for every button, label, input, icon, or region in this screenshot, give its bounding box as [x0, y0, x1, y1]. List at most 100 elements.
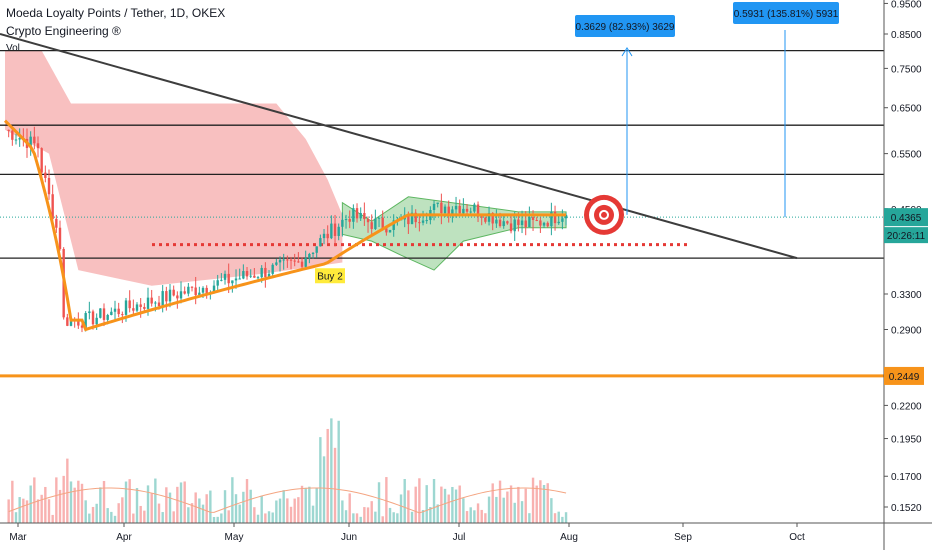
- volume-bar: [62, 475, 65, 523]
- candle-body: [454, 205, 458, 210]
- volume-bar: [102, 480, 106, 523]
- volume-bar: [553, 513, 557, 523]
- volume-bar: [528, 513, 531, 523]
- candle-body: [216, 280, 219, 286]
- candle-body: [172, 289, 175, 296]
- chart-title: Moeda Loyalty Points / Tether, 1D, OKEX: [6, 6, 226, 20]
- volume-bar: [359, 516, 362, 523]
- candle-body: [190, 286, 194, 288]
- volume-bar: [513, 502, 516, 523]
- candle-body: [436, 202, 439, 204]
- x-tick-label: Sep: [674, 532, 692, 543]
- volume-bar: [187, 507, 190, 523]
- volume-bar: [414, 486, 417, 523]
- candle-body: [311, 252, 315, 254]
- volume-bar: [407, 490, 410, 523]
- candle-body: [205, 287, 208, 293]
- volume-bar: [341, 500, 344, 523]
- candle-body: [341, 219, 344, 227]
- volume-bar: [135, 488, 139, 523]
- candle-body: [289, 259, 293, 261]
- candle-body: [524, 220, 527, 228]
- candle-body: [33, 136, 36, 144]
- y-tick-label: 0.7500: [891, 64, 922, 75]
- volume-bar: [509, 485, 513, 523]
- volume-bar: [432, 479, 436, 523]
- candle-body: [359, 213, 362, 219]
- candle-body: [143, 306, 146, 309]
- candle-body: [176, 295, 179, 299]
- volume-bar: [421, 509, 425, 523]
- volume-bar: [465, 511, 469, 523]
- volume-bar: [128, 479, 131, 523]
- volume-bar: [25, 500, 29, 523]
- volume-bar: [183, 481, 186, 523]
- candle-body: [498, 219, 502, 227]
- candle-body: [183, 291, 186, 294]
- candle-body: [326, 233, 329, 239]
- volume-bar: [80, 483, 84, 523]
- y-tick-label: 0.3300: [891, 290, 922, 301]
- volume-bar: [289, 506, 293, 523]
- candle-body: [95, 317, 98, 325]
- candle-body: [410, 212, 414, 225]
- candle-body: [315, 246, 318, 253]
- volume-bar: [212, 516, 216, 523]
- candle-body: [18, 138, 21, 140]
- volume-bar: [315, 488, 318, 523]
- volume-bar: [535, 485, 538, 523]
- candle-body: [557, 221, 560, 224]
- volume-bar: [443, 488, 447, 523]
- y-tick-label: 0.2200: [891, 401, 922, 412]
- candle-body: [473, 204, 476, 212]
- candle-body: [407, 214, 410, 225]
- volume-bar: [352, 513, 355, 523]
- candle-body: [146, 297, 150, 309]
- countdown-label: 20:26:11: [887, 231, 926, 242]
- candle-body: [249, 275, 252, 277]
- candle-body: [517, 219, 520, 226]
- volume-bar: [498, 480, 502, 523]
- volume-bar: [198, 498, 201, 523]
- x-tick-label: Mar: [9, 532, 27, 543]
- candle-body: [388, 229, 392, 233]
- volume-bar: [388, 507, 392, 523]
- volume-bar: [91, 506, 95, 523]
- candle-body: [531, 217, 535, 220]
- volume-bar: [124, 481, 128, 523]
- candle-body: [550, 211, 553, 227]
- x-tick-label: May: [225, 532, 244, 543]
- volume-bar: [73, 487, 76, 523]
- candle-body: [99, 308, 102, 318]
- candle-body: [546, 222, 549, 227]
- volume-bar: [333, 447, 337, 523]
- candle-body: [553, 211, 557, 224]
- candle-body: [253, 275, 256, 278]
- volume-bar: [260, 495, 263, 523]
- moving-average-line: [3, 119, 567, 332]
- volume-bar: [286, 498, 289, 523]
- volume-bar: [462, 498, 465, 523]
- candle-body: [480, 216, 483, 218]
- candle-body: [451, 209, 454, 214]
- candle-body: [528, 217, 531, 228]
- candle-body: [69, 319, 73, 326]
- volume-bar: [11, 480, 14, 523]
- candle-body: [227, 273, 230, 284]
- candle-body: [84, 313, 87, 328]
- candle-body: [161, 291, 164, 307]
- volume-bar: [264, 513, 267, 523]
- volume-bar: [300, 485, 304, 523]
- volume-bar: [322, 456, 326, 523]
- volume-bar: [157, 503, 161, 523]
- volume-bar: [231, 477, 234, 523]
- volume-bar: [165, 487, 168, 523]
- volume-average-line: [8, 487, 567, 514]
- volume-bar: [227, 510, 230, 523]
- volume-bar: [220, 513, 223, 523]
- candle-body: [80, 325, 84, 328]
- volume-bar: [374, 511, 377, 523]
- candle-body: [51, 194, 54, 219]
